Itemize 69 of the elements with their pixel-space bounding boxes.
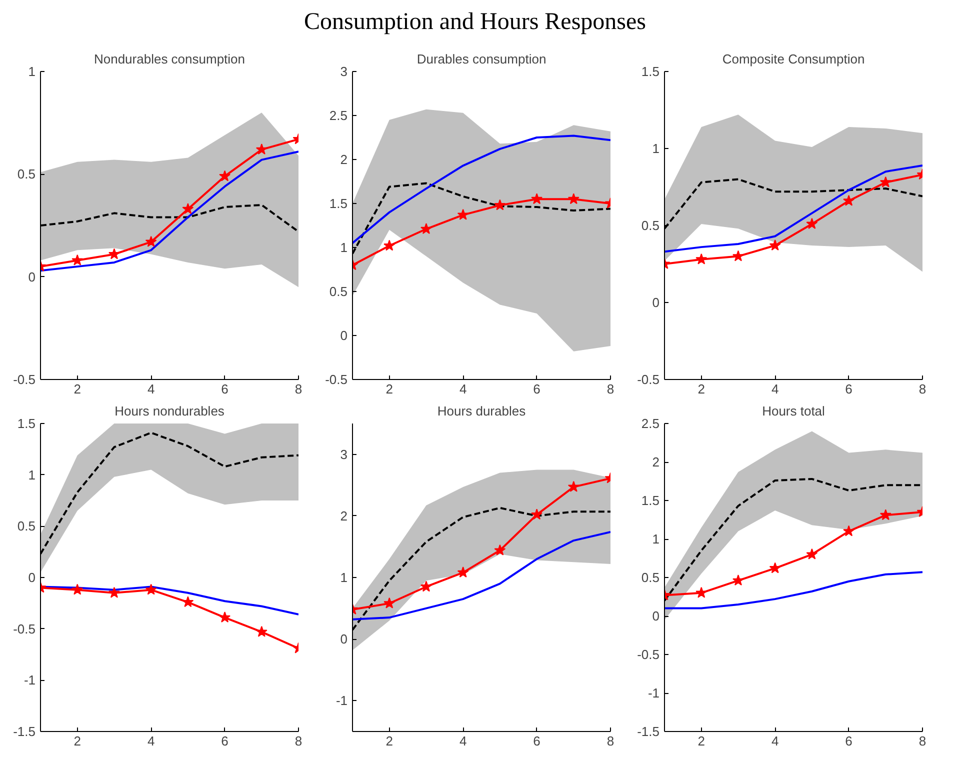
y-tick-label: 0.5 <box>329 284 348 299</box>
y-tick-label: 2.5 <box>329 108 348 123</box>
y-tick-label: -0.5 <box>13 372 36 387</box>
x-tick-label: 2 <box>74 382 81 396</box>
y-tick-label: 0.5 <box>641 570 660 585</box>
x-tick-label: 2 <box>386 382 393 396</box>
y-tick-label: 3 <box>340 64 348 79</box>
y-tick-label: -0.5 <box>637 647 660 662</box>
y-tick-label: 0 <box>28 269 36 284</box>
x-tick-label: 4 <box>147 734 155 748</box>
y-tick-label: 0 <box>340 632 348 647</box>
y-tick-label: 2 <box>340 152 348 167</box>
y-tick-label: 1 <box>340 240 348 255</box>
y-tick-label: 1.5 <box>641 493 660 508</box>
y-tick-label: 2 <box>340 508 348 524</box>
x-tick-label: 6 <box>845 382 852 396</box>
chart-title: Composite Consumption <box>722 52 865 66</box>
x-tick-label: 8 <box>918 734 926 748</box>
y-tick-label: 1 <box>340 570 348 585</box>
y-tick-label: 1.5 <box>329 196 348 211</box>
x-tick-label: 2 <box>74 734 81 748</box>
x-tick-label: 6 <box>221 734 228 748</box>
x-tick-label: 4 <box>459 382 467 396</box>
x-tick-label: 8 <box>294 382 302 396</box>
x-tick-label: 6 <box>533 734 540 748</box>
y-tick-label: -1.5 <box>637 724 660 739</box>
y-tick-label: 0 <box>28 570 36 585</box>
x-tick-label: 4 <box>459 734 467 748</box>
y-tick-label: 1 <box>652 532 660 546</box>
y-tick-label: -0.5 <box>637 372 660 387</box>
y-tick-label: 0.5 <box>17 166 36 182</box>
y-tick-label: 0.5 <box>641 218 660 233</box>
y-tick-label: -0.5 <box>13 621 36 636</box>
x-tick-label: 2 <box>698 382 705 396</box>
y-tick-label: -1 <box>336 693 348 708</box>
chart-title: Hours nondurables <box>114 404 225 418</box>
x-tick-label: 8 <box>918 382 926 396</box>
x-tick-label: 4 <box>147 382 155 396</box>
chart-title: Durables consumption <box>416 52 546 66</box>
y-tick-label: 2.5 <box>641 416 660 431</box>
y-tick-label: 1 <box>28 64 36 79</box>
chart-title: Nondurables consumption <box>94 52 246 66</box>
y-tick-label: 1.5 <box>641 64 660 79</box>
y-tick-label: -0.5 <box>325 372 348 387</box>
x-tick-label: 8 <box>606 382 614 396</box>
x-tick-label: 4 <box>771 734 779 748</box>
y-tick-label: -1 <box>24 672 36 688</box>
y-tick-label: 2 <box>652 454 660 470</box>
x-tick-label: 2 <box>698 734 705 748</box>
text: Consumption and Hours Responses <box>304 8 646 37</box>
y-tick-label: 1 <box>652 141 660 156</box>
chart-title: Hours durables <box>437 404 526 418</box>
y-tick-label: 1 <box>28 467 36 482</box>
x-tick-label: 6 <box>533 382 540 396</box>
y-tick-label: -1 <box>648 686 660 700</box>
y-tick-label: 0 <box>652 608 660 624</box>
x-tick-label: 2 <box>386 734 393 748</box>
y-tick-label: 3 <box>340 446 348 462</box>
x-tick-label: 4 <box>771 382 779 396</box>
x-tick-label: 8 <box>606 734 614 748</box>
y-tick-label: 0.5 <box>17 518 36 534</box>
y-tick-label: 0 <box>340 328 348 343</box>
y-tick-label: -1.5 <box>13 724 36 739</box>
chart-title: Hours total <box>762 404 826 418</box>
x-tick-label: 6 <box>845 734 852 748</box>
y-tick-label: 1.5 <box>17 416 36 431</box>
y-tick-label: 0 <box>652 295 660 310</box>
x-tick-label: 8 <box>294 734 302 748</box>
x-tick-label: 6 <box>221 382 228 396</box>
